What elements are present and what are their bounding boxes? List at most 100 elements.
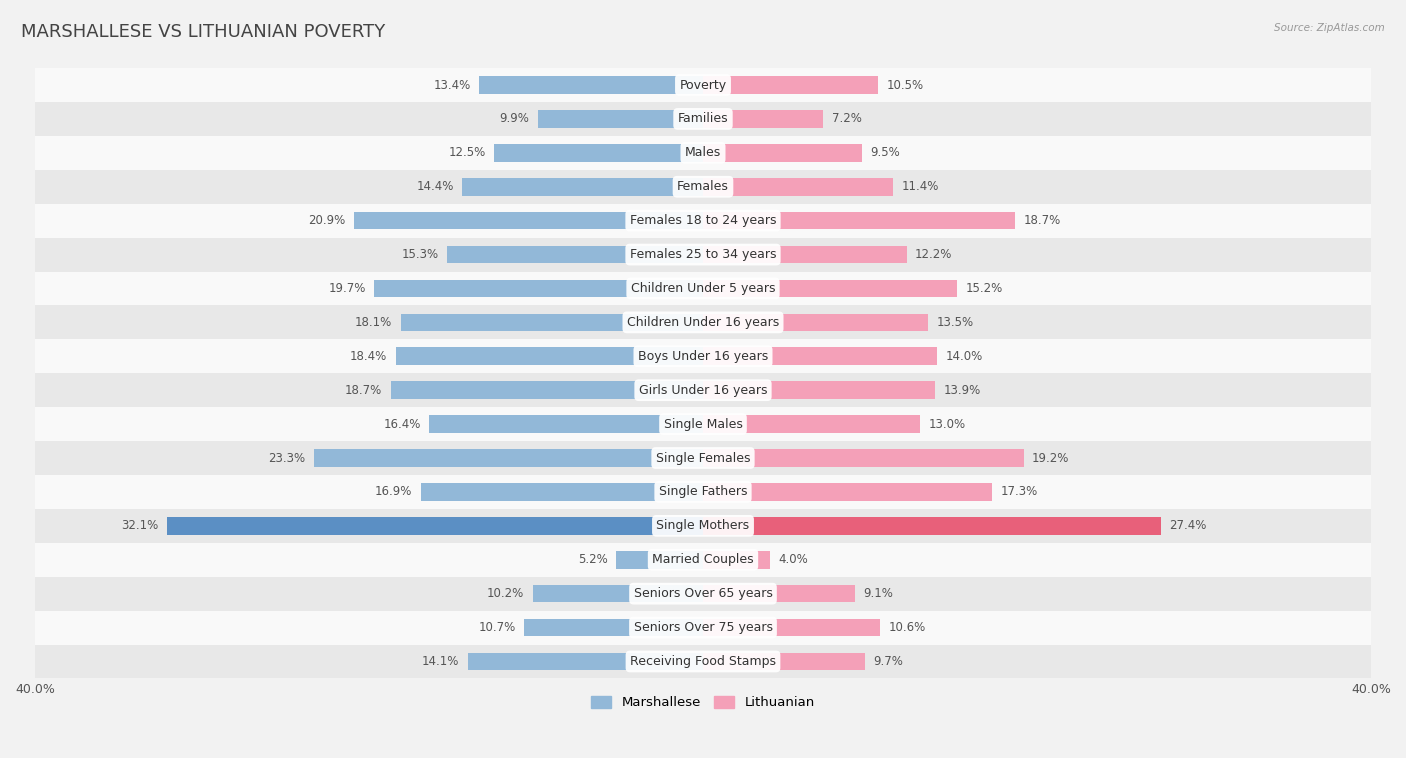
Bar: [703, 517, 1160, 534]
Bar: [468, 653, 703, 670]
Bar: [703, 314, 928, 331]
Bar: [703, 415, 920, 433]
Bar: [35, 543, 1371, 577]
Bar: [35, 340, 1371, 373]
Bar: [35, 170, 1371, 204]
Text: 14.0%: 14.0%: [945, 349, 983, 363]
Bar: [374, 280, 703, 297]
Bar: [35, 271, 1371, 305]
Bar: [35, 611, 1371, 644]
Text: 9.7%: 9.7%: [873, 655, 903, 668]
Bar: [703, 653, 865, 670]
Bar: [703, 381, 935, 399]
Text: 27.4%: 27.4%: [1168, 519, 1206, 532]
Text: 4.0%: 4.0%: [778, 553, 808, 566]
Text: 10.6%: 10.6%: [889, 621, 925, 634]
Text: Females 25 to 34 years: Females 25 to 34 years: [630, 248, 776, 261]
Text: 16.4%: 16.4%: [384, 418, 420, 431]
Bar: [35, 237, 1371, 271]
Bar: [537, 110, 703, 128]
Bar: [35, 441, 1371, 475]
Text: 18.7%: 18.7%: [1024, 215, 1062, 227]
Text: 18.4%: 18.4%: [350, 349, 387, 363]
Text: 17.3%: 17.3%: [1000, 485, 1038, 499]
Bar: [703, 110, 824, 128]
Text: 18.7%: 18.7%: [344, 384, 382, 396]
Text: Receiving Food Stamps: Receiving Food Stamps: [630, 655, 776, 668]
Text: 10.5%: 10.5%: [887, 79, 924, 92]
Text: 10.2%: 10.2%: [486, 587, 524, 600]
Bar: [314, 449, 703, 467]
Bar: [703, 347, 936, 365]
Bar: [35, 305, 1371, 340]
Text: Children Under 5 years: Children Under 5 years: [631, 282, 775, 295]
Text: 12.2%: 12.2%: [915, 248, 952, 261]
Bar: [35, 204, 1371, 237]
Text: Single Males: Single Males: [664, 418, 742, 431]
Text: 13.9%: 13.9%: [943, 384, 981, 396]
Bar: [35, 475, 1371, 509]
Text: 13.0%: 13.0%: [928, 418, 966, 431]
Bar: [703, 178, 893, 196]
Text: Males: Males: [685, 146, 721, 159]
Text: 32.1%: 32.1%: [121, 519, 159, 532]
Bar: [35, 577, 1371, 611]
Text: Seniors Over 75 years: Seniors Over 75 years: [634, 621, 772, 634]
Text: Boys Under 16 years: Boys Under 16 years: [638, 349, 768, 363]
Text: Poverty: Poverty: [679, 79, 727, 92]
Text: Single Fathers: Single Fathers: [659, 485, 747, 499]
Bar: [420, 483, 703, 501]
Bar: [391, 381, 703, 399]
Text: Single Mothers: Single Mothers: [657, 519, 749, 532]
Bar: [167, 517, 703, 534]
Bar: [524, 619, 703, 637]
Text: 9.9%: 9.9%: [499, 112, 529, 125]
Bar: [35, 509, 1371, 543]
Text: Girls Under 16 years: Girls Under 16 years: [638, 384, 768, 396]
Bar: [703, 585, 855, 603]
Bar: [495, 144, 703, 161]
Bar: [703, 144, 862, 161]
Bar: [35, 136, 1371, 170]
Bar: [401, 314, 703, 331]
Bar: [395, 347, 703, 365]
Bar: [35, 407, 1371, 441]
Bar: [35, 102, 1371, 136]
Text: Females 18 to 24 years: Females 18 to 24 years: [630, 215, 776, 227]
Text: 9.5%: 9.5%: [870, 146, 900, 159]
Bar: [447, 246, 703, 263]
Bar: [35, 644, 1371, 678]
Bar: [703, 619, 880, 637]
Text: 14.1%: 14.1%: [422, 655, 460, 668]
Bar: [703, 551, 770, 568]
Text: Families: Families: [678, 112, 728, 125]
Text: 18.1%: 18.1%: [356, 316, 392, 329]
Text: Married Couples: Married Couples: [652, 553, 754, 566]
Text: 7.2%: 7.2%: [831, 112, 862, 125]
Legend: Marshallese, Lithuanian: Marshallese, Lithuanian: [586, 691, 820, 715]
Text: Children Under 16 years: Children Under 16 years: [627, 316, 779, 329]
Text: 15.3%: 15.3%: [402, 248, 439, 261]
Bar: [533, 585, 703, 603]
Bar: [479, 77, 703, 94]
Text: 9.1%: 9.1%: [863, 587, 893, 600]
Bar: [35, 373, 1371, 407]
Text: 12.5%: 12.5%: [449, 146, 486, 159]
Bar: [703, 211, 1015, 230]
Bar: [463, 178, 703, 196]
Text: 11.4%: 11.4%: [901, 180, 939, 193]
Text: 14.4%: 14.4%: [416, 180, 454, 193]
Bar: [703, 246, 907, 263]
Text: 20.9%: 20.9%: [308, 215, 346, 227]
Text: Source: ZipAtlas.com: Source: ZipAtlas.com: [1274, 23, 1385, 33]
Bar: [703, 77, 879, 94]
Bar: [429, 415, 703, 433]
Text: 23.3%: 23.3%: [269, 452, 305, 465]
Text: 19.7%: 19.7%: [328, 282, 366, 295]
Bar: [616, 551, 703, 568]
Text: 5.2%: 5.2%: [578, 553, 607, 566]
Text: 13.5%: 13.5%: [936, 316, 974, 329]
Text: 15.2%: 15.2%: [965, 282, 1002, 295]
Text: Females: Females: [678, 180, 728, 193]
Bar: [703, 483, 993, 501]
